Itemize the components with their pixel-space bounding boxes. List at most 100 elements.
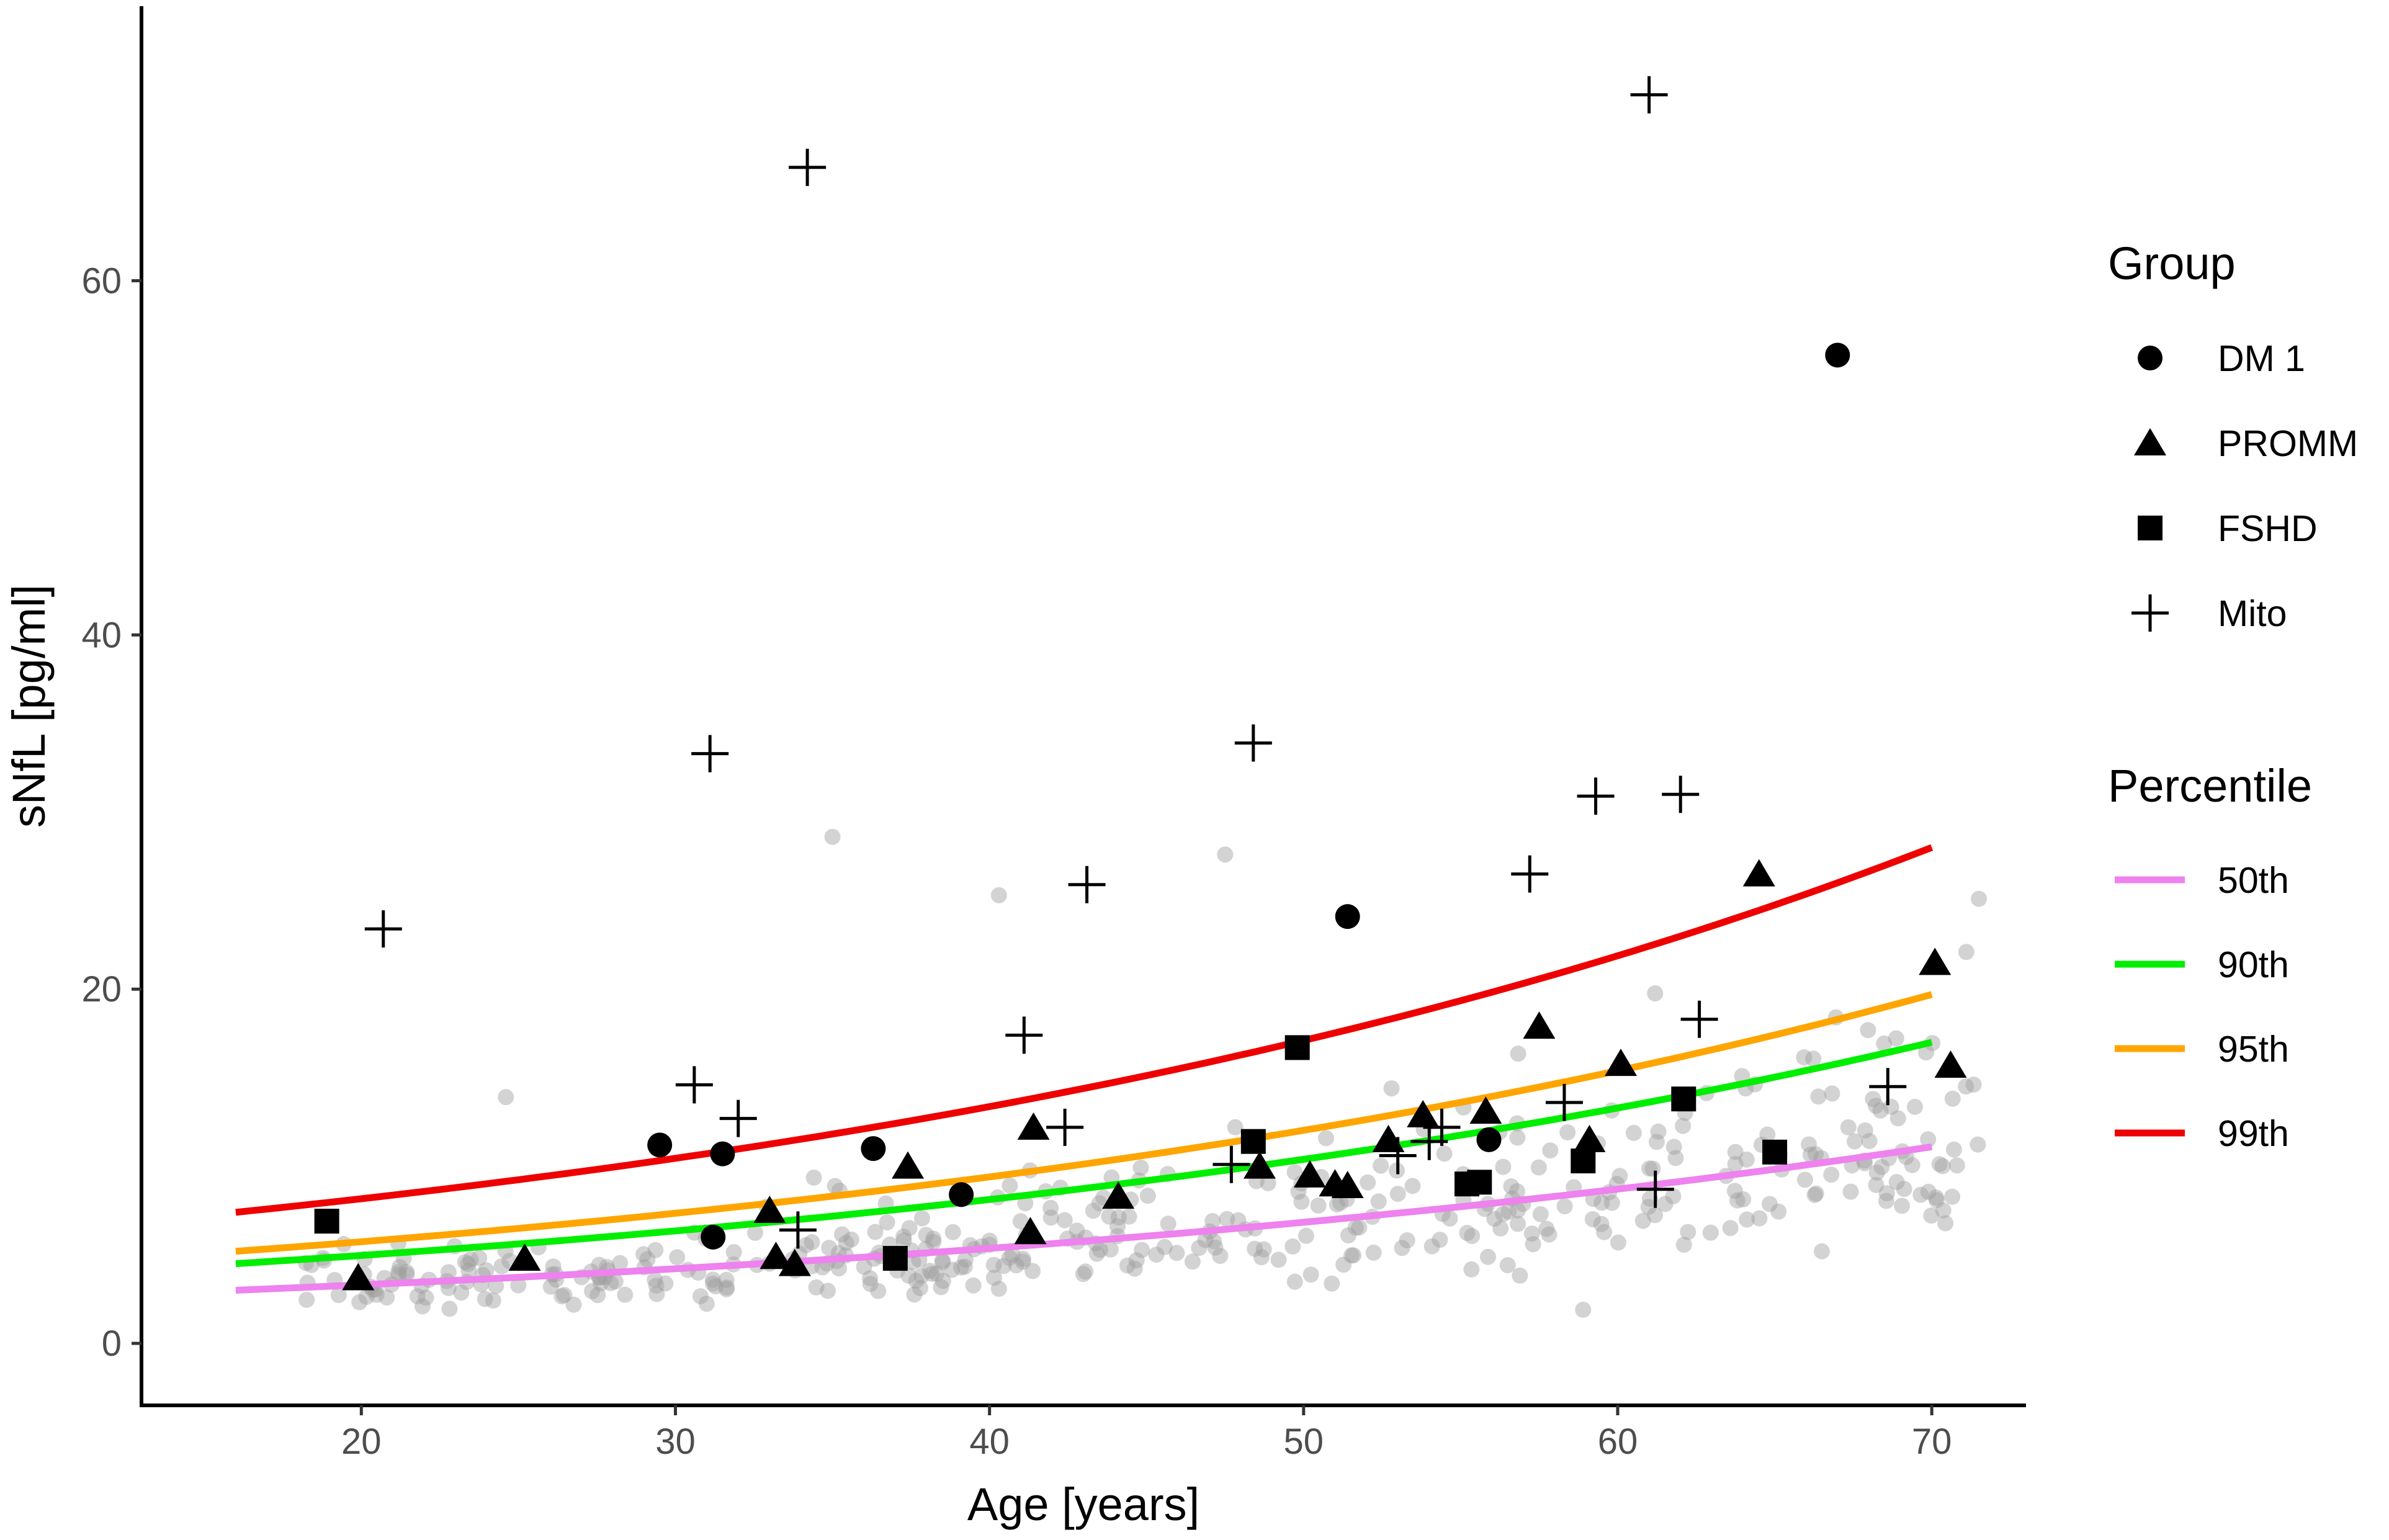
reference-point	[1069, 1222, 1085, 1239]
reference-point	[908, 1273, 925, 1289]
reference-point	[1907, 1098, 1923, 1115]
reference-point	[635, 1246, 652, 1263]
reference-point	[1761, 1196, 1778, 1212]
reference-point	[460, 1256, 477, 1273]
reference-point	[1207, 1239, 1224, 1256]
reference-point	[1727, 1156, 1744, 1172]
marker-mito	[1636, 1170, 1674, 1208]
marker-promm	[508, 1243, 541, 1271]
marker-promm	[1469, 1096, 1502, 1124]
reference-point	[390, 1266, 407, 1283]
reference-point	[1004, 1247, 1021, 1263]
reference-point	[1373, 1157, 1389, 1174]
y-axis-title: sNfL [pg/ml]	[3, 584, 55, 828]
reference-point	[1370, 1193, 1387, 1210]
reference-point	[843, 1231, 859, 1248]
reference-point	[1738, 1151, 1755, 1168]
reference-point	[457, 1254, 473, 1271]
marker-dm-1	[701, 1224, 726, 1250]
reference-point	[1329, 1196, 1345, 1213]
marker-fshd	[314, 1209, 339, 1234]
marker-fshd	[1762, 1139, 1788, 1165]
reference-point	[1284, 1238, 1301, 1255]
reference-point	[1735, 1191, 1752, 1207]
reference-point	[1610, 1234, 1626, 1251]
marker-mito	[1545, 1083, 1583, 1121]
reference-point	[838, 1235, 854, 1251]
reference-point	[1293, 1193, 1310, 1210]
reference-point	[912, 1279, 928, 1296]
reference-point	[808, 1279, 825, 1296]
curve-95th	[235, 991, 1933, 1255]
reference-point	[1168, 1245, 1185, 1261]
reference-point	[1075, 1266, 1091, 1283]
reference-point	[1012, 1213, 1029, 1230]
reference-point	[1648, 1134, 1665, 1150]
reference-point	[1227, 1119, 1244, 1135]
reference-point	[1134, 1242, 1150, 1258]
marker-promm	[1407, 1099, 1440, 1127]
reference-point	[805, 1170, 822, 1186]
reference-point	[867, 1224, 884, 1240]
reference-point	[1868, 1176, 1885, 1193]
reference-point	[1912, 1186, 1929, 1203]
reference-point	[1647, 1207, 1664, 1224]
reference-point	[895, 1232, 912, 1249]
reference-point	[398, 1264, 415, 1280]
marker-fshd	[1284, 1035, 1310, 1060]
marker-dm-1	[1476, 1127, 1502, 1152]
reference-point	[612, 1255, 629, 1271]
reference-point	[798, 1237, 814, 1253]
reference-point	[584, 1283, 601, 1299]
marker-fshd	[1467, 1170, 1492, 1195]
reference-point	[1092, 1242, 1108, 1258]
reference-point	[914, 1210, 930, 1227]
reference-point	[1532, 1206, 1549, 1222]
reference-point	[1298, 1227, 1314, 1244]
reference-point	[1861, 1132, 1878, 1149]
reference-point	[1593, 1194, 1610, 1211]
reference-point	[1896, 1181, 1912, 1198]
curve-90th	[235, 1039, 1933, 1268]
reference-point	[414, 1298, 431, 1315]
reference-point	[1657, 1196, 1674, 1212]
reference-point	[1971, 890, 1988, 907]
reference-point	[1840, 1119, 1857, 1135]
reference-point	[453, 1284, 470, 1301]
reference-point	[856, 1258, 872, 1275]
legend-label: 99th	[2218, 1113, 2289, 1154]
reference-point	[1480, 1248, 1496, 1265]
reference-point	[1842, 1183, 1859, 1200]
reference-point	[1650, 1123, 1667, 1140]
reference-point	[1212, 1248, 1229, 1265]
reference-point	[617, 1286, 634, 1303]
reference-point	[905, 1253, 921, 1270]
reference-point	[1204, 1213, 1221, 1229]
marker-mito	[1005, 1016, 1043, 1054]
reference-point	[1148, 1247, 1165, 1263]
reference-point	[1503, 1178, 1520, 1194]
reference-point	[1001, 1250, 1018, 1266]
reference-point	[1802, 1147, 1819, 1163]
reference-point	[1726, 1183, 1743, 1199]
marker-dm-1	[949, 1182, 974, 1207]
reference-point	[707, 1278, 724, 1295]
reference-point	[935, 1254, 951, 1271]
reference-point	[1347, 1219, 1364, 1236]
y-tick-label: 0	[102, 1323, 122, 1364]
reference-point	[1751, 1210, 1768, 1227]
reference-point	[1934, 1158, 1951, 1175]
reference-point	[1500, 1203, 1517, 1220]
reference-point	[1593, 1215, 1610, 1232]
reference-point	[1806, 1186, 1823, 1203]
legend-key-fshd	[2138, 516, 2163, 540]
reference-point	[704, 1271, 721, 1288]
axis-ticks: 20 30 40 50 60 70 0 20 40 60	[81, 261, 1952, 1462]
reference-point	[647, 1271, 663, 1288]
marker-promm	[778, 1248, 811, 1276]
reference-point	[990, 887, 1007, 903]
reference-point	[1805, 1050, 1822, 1067]
reference-point	[1796, 1049, 1813, 1066]
marker-promm	[1243, 1151, 1276, 1179]
reference-point	[1360, 1174, 1376, 1191]
